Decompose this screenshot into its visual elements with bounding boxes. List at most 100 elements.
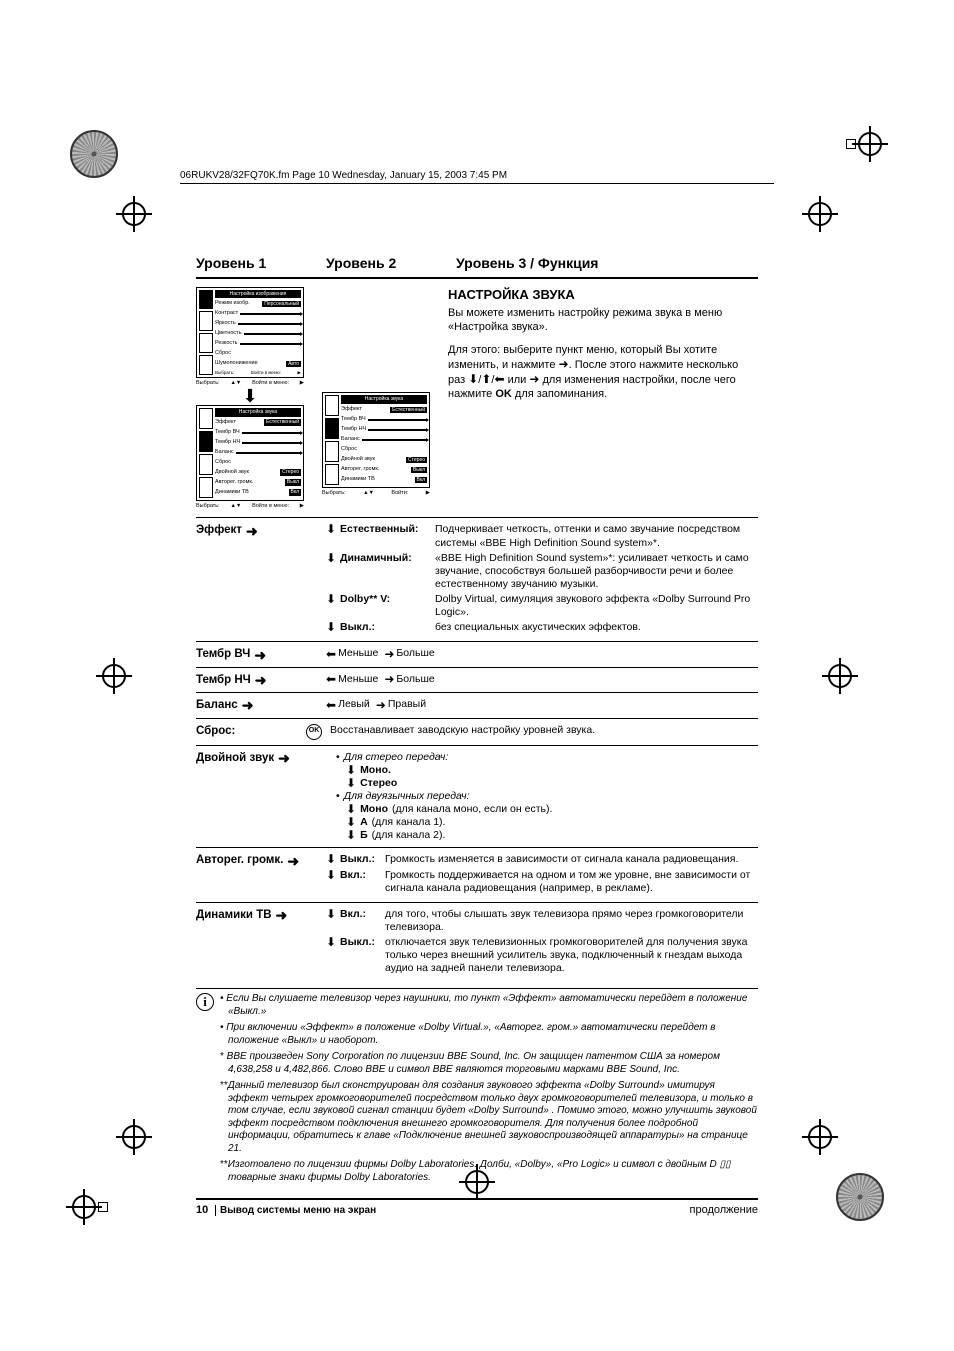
osd1-foot-select: Выбрать: xyxy=(215,370,234,376)
effect-natural-v: Подчеркивает четкость, оттенки и само зв… xyxy=(435,523,758,549)
note-4: **Данный телевизор был сконструирован дл… xyxy=(220,1080,758,1155)
row-treble: Тембр ВЧ➜ ⬅Меньше ➜Больше xyxy=(196,641,758,666)
avr-on-v: Громкость поддерживается на одном и том … xyxy=(385,869,758,895)
osd3-spk: Динамики ТВ xyxy=(341,476,375,483)
spk-on-v: для того, чтобы слышать звук телевизора … xyxy=(385,908,758,934)
osd1-item-sharp: Резкость xyxy=(215,340,238,347)
arrow-down-icon: ⬇ xyxy=(326,936,340,948)
arrow-right-icon-2: ➜ xyxy=(529,372,539,386)
bass-label: Тембр НЧ xyxy=(196,673,251,687)
row-avr: Авторег. громк.➜ ⬇Выкл.:Громкость изменя… xyxy=(196,847,758,901)
spk-off-v: отключается звук телевизионных громкогов… xyxy=(385,936,758,975)
osd1-item-nr: Шумопонижение xyxy=(215,360,258,367)
osd2-val-on: Вкл xyxy=(289,489,302,495)
bass-less: Меньше xyxy=(338,673,378,686)
dual-b-desc: (для канала 2). xyxy=(372,829,446,842)
osd1-item-mode: Режим изобр. xyxy=(215,300,250,307)
osd1-value-personal: Персональный xyxy=(262,301,301,307)
reg-mark-top-right xyxy=(856,130,884,158)
dual-mono2-desc: (для канала моно, если он есть). xyxy=(392,803,552,816)
arrow-down-icon: ⬇ xyxy=(326,853,340,865)
osd-sound-menu-2: Настройка звука ЭффектЕстественный Тембр… xyxy=(322,392,430,487)
osd2-val-natural: Естественный xyxy=(264,419,301,425)
arrow-down-icon: ⬇ xyxy=(468,372,478,386)
dual-a-desc: (для канала 1). xyxy=(372,816,446,829)
intro-text: НАСТРОЙКА ЗВУКА Вы можете изменить настр… xyxy=(448,287,758,402)
arrow-right-icon: ➜ xyxy=(242,698,254,712)
arrow-down-icon: ⬇ xyxy=(326,523,340,535)
treble-less: Меньше xyxy=(338,647,378,660)
osd3-val-off: Выкл xyxy=(411,467,427,473)
osd2-title: Настройка звука xyxy=(215,408,301,416)
osd2-effect: Эффект xyxy=(215,419,236,426)
arrow-down-icon: ⬇ xyxy=(346,777,356,789)
arrow-right-icon: ➜ xyxy=(276,908,288,922)
arrow-down-icon: ⬇ xyxy=(346,829,356,841)
arrow-up-icon: ⬆ xyxy=(481,372,491,386)
osd3-title: Настройка звука xyxy=(341,395,427,403)
osd2-bass: Тембр НЧ xyxy=(215,439,240,446)
osd3-caption-r: Войти: xyxy=(391,490,408,497)
arrow-down-icon: ⬇ xyxy=(326,621,340,633)
balance-right: Правый xyxy=(388,698,426,711)
osd1-value-auto: Авто xyxy=(286,361,301,367)
arrow-right-icon: ➜ xyxy=(278,751,290,765)
row-dual: Двойной звук➜ • Для стерео передач: ⬇ Мо… xyxy=(196,745,758,848)
osd2-spk: Динамики ТВ xyxy=(215,489,249,496)
osd2-avr: Авторег. громк. xyxy=(215,479,253,486)
dual-b: Б xyxy=(360,829,368,842)
col3-header: Уровень 3 / Функция xyxy=(456,255,758,273)
ok-icon: OK xyxy=(306,724,322,740)
note-3: * BBE произведен Sony Corporation по лиц… xyxy=(220,1051,758,1076)
osd2-balance: Баланс xyxy=(215,449,234,456)
arrow-right-icon: ➜ xyxy=(559,357,569,371)
osd3-val-on: Вкл xyxy=(415,477,428,483)
osd3-dual: Двойной звук xyxy=(341,456,375,463)
column-headers: Уровень 1 Уровень 2 Уровень 3 / Функция xyxy=(196,255,758,279)
page-footer: 10 Вывод системы меню на экран продолжен… xyxy=(196,1198,758,1218)
avr-label: Авторег. громк. xyxy=(196,853,283,867)
effect-label: Эффект xyxy=(196,523,242,537)
row-reset: Сброс: OK Восстанавливает заводскую наст… xyxy=(196,718,758,745)
bass-more: Больше xyxy=(396,673,434,686)
arrow-left-icon: ⬅ xyxy=(494,372,504,386)
arrow-right-icon: ➜ xyxy=(254,648,266,662)
osd3-val-stereo: Стерео xyxy=(406,457,427,463)
intro-p1: Вы можете изменить настройку режима звук… xyxy=(448,307,758,335)
osd1-item-bright: Яркость xyxy=(215,320,236,327)
effect-dolby-k: Dolby** V: xyxy=(340,593,435,606)
reg-cross-tl xyxy=(120,200,148,228)
footer-section: Вывод системы меню на экран xyxy=(220,1205,376,1216)
continuation-text: продолжение xyxy=(690,1204,758,1218)
osd-sound-menu-1: Настройка звука Эффект Естественный Тембр… xyxy=(196,405,304,500)
osd2-dual: Двойной звук xyxy=(215,469,249,476)
arrow-right-icon: ➜ xyxy=(384,648,394,660)
down-arrow-icon: ⬇ xyxy=(196,387,304,405)
arrow-right-icon: ➜ xyxy=(287,854,299,868)
dual-bilingual-title: Для двуязычных передач: xyxy=(344,790,470,803)
row-effect: Эффект➜ ⬇Естественный:Подчеркивает четко… xyxy=(196,517,758,641)
osd2-val-stereo: Стерео xyxy=(280,469,301,475)
osd3-bass: Тембр НЧ xyxy=(341,426,366,433)
balance-label: Баланс xyxy=(196,698,238,712)
osd2-val-off: Выкл xyxy=(285,479,301,485)
arrow-down-icon: ⬇ xyxy=(326,552,340,564)
osd-picture-menu: Настройка изображения Режим изобр. Персон… xyxy=(196,287,304,379)
page-header-line: 06RUKV28/32FQ70K.fm Page 10 Wednesday, J… xyxy=(180,170,774,184)
avr-off-v: Громкость изменяется в зависимости от си… xyxy=(385,853,758,866)
reg-mark-top-left xyxy=(70,130,118,178)
osd2-reset: Сброс xyxy=(215,459,231,466)
page-body: Уровень 1 Уровень 2 Уровень 3 / Функция … xyxy=(196,255,758,1218)
arrow-left-icon: ⬅ xyxy=(326,699,336,711)
arrow-down-icon: ⬇ xyxy=(346,803,356,815)
arrow-left-icon: ⬅ xyxy=(326,648,336,660)
osd-column-2: Настройка звука ЭффектЕстественный Тембр… xyxy=(322,287,430,497)
arrow-down-icon: ⬇ xyxy=(346,816,356,828)
osd1-title: Настройка изображения xyxy=(215,290,301,298)
balance-left: Левый xyxy=(338,698,370,711)
reset-label: Сброс: xyxy=(196,724,235,738)
arrow-down-icon: ⬇ xyxy=(326,593,340,605)
reg-mark-mid-left xyxy=(100,662,128,690)
page-number: 10 xyxy=(196,1204,208,1216)
row-speakers: Динамики ТВ➜ ⬇Вкл.:для того, чтобы слыша… xyxy=(196,902,758,983)
